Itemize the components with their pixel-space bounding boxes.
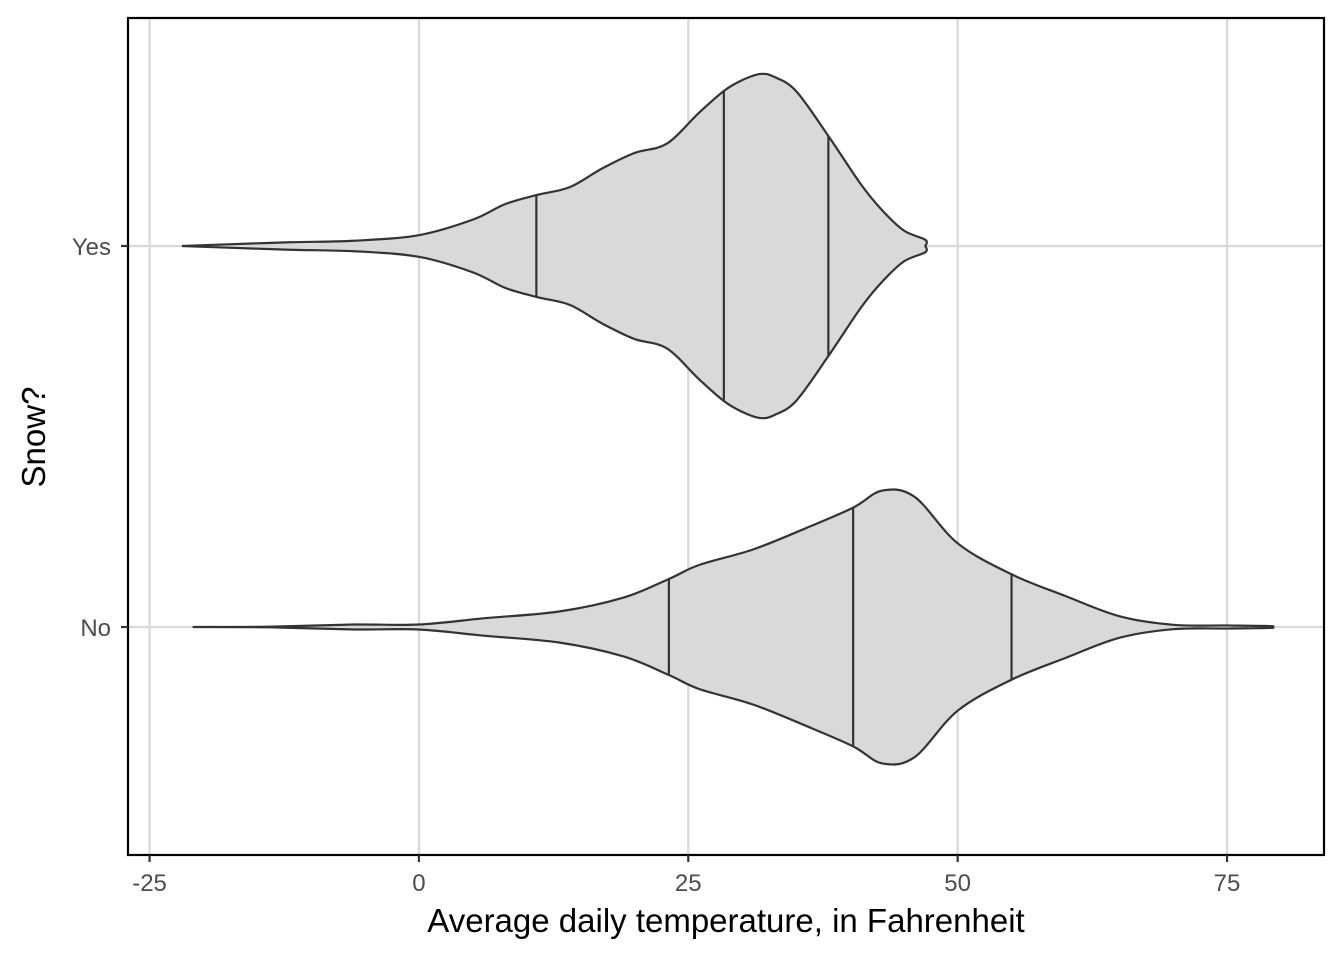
violin-yes [181,72,929,420]
y-tick-label: No [80,615,111,642]
x-tick-label: 50 [944,870,971,897]
x-tick-label: 0 [412,870,425,897]
y-tick-label: Yes [72,234,111,261]
x-tick-label: 75 [1214,870,1241,897]
axis-layer: -25 0 25 50 75 No Yes [72,16,1326,897]
x-axis-title: Average daily temperature, in Fahrenheit [427,902,1024,939]
x-tick-label: 25 [675,870,702,897]
y-axis-title: Snow? [15,387,52,488]
panel-border [126,16,1326,857]
x-tick-label: -25 [132,870,167,897]
violin-no [192,488,1275,766]
violin-layer [181,72,1275,766]
